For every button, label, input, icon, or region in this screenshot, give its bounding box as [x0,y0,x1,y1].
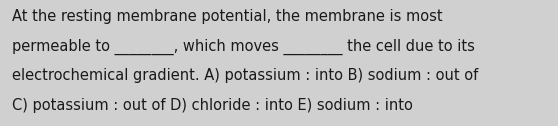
Text: permeable to ________, which moves ________ the cell due to its: permeable to ________, which moves _____… [12,38,475,55]
Text: electrochemical gradient. A) potassium : into B) sodium : out of: electrochemical gradient. A) potassium :… [12,68,479,83]
Text: C) potassium : out of D) chloride : into E) sodium : into: C) potassium : out of D) chloride : into… [12,98,413,113]
Text: At the resting membrane potential, the membrane is most: At the resting membrane potential, the m… [12,9,443,24]
